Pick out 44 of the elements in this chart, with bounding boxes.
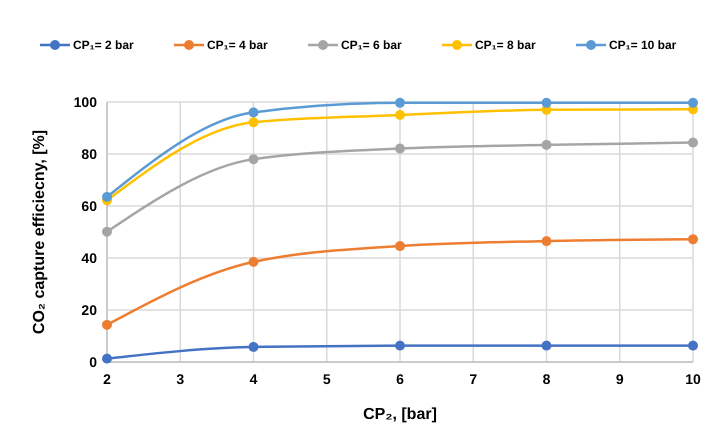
point xyxy=(248,117,258,128)
point xyxy=(542,236,552,246)
point xyxy=(688,98,698,108)
point xyxy=(688,340,698,351)
point xyxy=(395,340,405,351)
point xyxy=(395,241,405,252)
y-tick-label: 20 xyxy=(81,302,98,318)
legend-label: CP₁= 6 bar xyxy=(341,38,402,52)
x-tick-label: 2 xyxy=(103,371,112,387)
legend-label: CP₁= 10 bar xyxy=(609,38,677,52)
y-tick-label: 80 xyxy=(81,146,98,162)
legend-label: CP₁= 4 bar xyxy=(207,38,268,52)
point xyxy=(688,138,698,148)
point xyxy=(248,107,258,118)
point xyxy=(102,192,112,202)
point xyxy=(102,354,112,364)
point xyxy=(542,140,552,150)
point xyxy=(102,320,112,330)
point xyxy=(542,340,552,351)
x-tick-label: 4 xyxy=(250,371,258,387)
y-axis-title: CO₂ capture efficiecny, [%] xyxy=(31,130,48,334)
x-tick-label: 6 xyxy=(396,371,404,387)
point xyxy=(542,98,552,108)
point xyxy=(102,226,112,237)
point xyxy=(395,110,405,120)
x-tick-label: 3 xyxy=(176,371,184,387)
point xyxy=(248,342,258,352)
y-tick-label: 0 xyxy=(89,354,98,370)
point xyxy=(248,256,258,267)
legend-label: CP₁= 2 bar xyxy=(73,38,134,52)
y-tick-label: 100 xyxy=(74,94,98,110)
x-tick-label: 7 xyxy=(469,371,478,387)
point xyxy=(395,144,405,154)
legend-label: CP₁= 8 bar xyxy=(475,38,536,52)
x-tick-label: 9 xyxy=(616,371,624,387)
point xyxy=(395,98,405,108)
x-tick-label: 8 xyxy=(542,371,551,387)
x-tick-label: 5 xyxy=(322,371,331,387)
y-tick-label: 60 xyxy=(81,198,98,214)
x-tick-label: 10 xyxy=(685,371,701,387)
point xyxy=(248,154,258,164)
y-tick-label: 40 xyxy=(81,250,98,266)
point xyxy=(688,234,698,244)
x-axis-title: CP₂, [bar] xyxy=(363,406,437,423)
